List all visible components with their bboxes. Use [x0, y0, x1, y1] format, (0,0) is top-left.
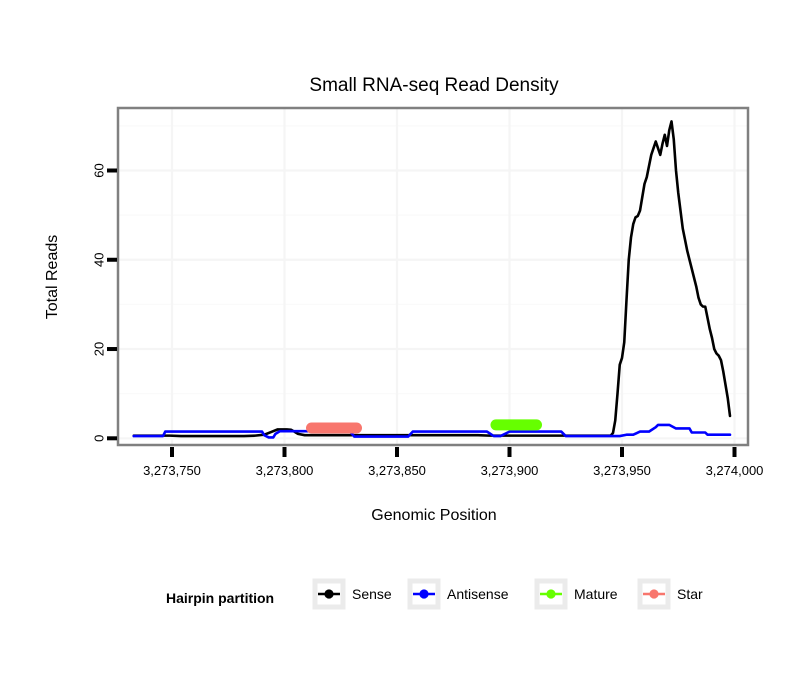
chart-legend: Hairpin partition Sense Antisense Mature St…	[166, 578, 703, 610]
y-axis-title: Total Reads	[44, 235, 61, 320]
x-tick-label: 3,273,900	[481, 463, 539, 478]
series-line-antisense	[132, 423, 732, 439]
legend-entries: Sense Antisense Mature Star	[312, 578, 703, 610]
x-axis-title: Genomic Position	[371, 507, 496, 524]
x-axis-ticks: 3,273,750 3,273,800 3,273,850 3,273,900 3,27…	[143, 447, 763, 478]
y-axis-ticks: 0 20 40 60	[92, 163, 117, 442]
legend-label-star: Star	[677, 586, 703, 602]
legend-label-sense: Sense	[352, 586, 392, 602]
gridlines	[118, 108, 748, 445]
y-tick-label: 0	[92, 435, 107, 442]
legend-key-dot-star	[649, 589, 659, 599]
legend-label-mature: Mature	[574, 586, 618, 602]
x-tick-label: 3,273,800	[256, 463, 314, 478]
chart-title: Small RNA-seq Read Density	[309, 75, 559, 96]
x-tick-label: 3,273,950	[593, 463, 651, 478]
x-tick-label: 3,273,850	[368, 463, 426, 478]
legend-title: Hairpin partition	[166, 590, 274, 606]
panel-border	[116, 106, 750, 447]
plot-panel	[116, 106, 750, 447]
x-tick-label: 3,274,000	[706, 463, 764, 478]
y-tick-label: 20	[92, 342, 107, 356]
legend-key-dot-mature	[546, 589, 556, 599]
series-line-sense	[132, 120, 732, 438]
y-tick-label: 60	[92, 163, 107, 177]
legend-key-dot-sense	[324, 589, 334, 599]
y-tick-label: 40	[92, 253, 107, 267]
data-series-group	[132, 120, 732, 439]
panel-background	[118, 108, 748, 445]
x-tick-label: 3,273,750	[143, 463, 201, 478]
legend-key-dot-antisense	[419, 589, 429, 599]
legend-label-antisense: Antisense	[447, 586, 509, 602]
